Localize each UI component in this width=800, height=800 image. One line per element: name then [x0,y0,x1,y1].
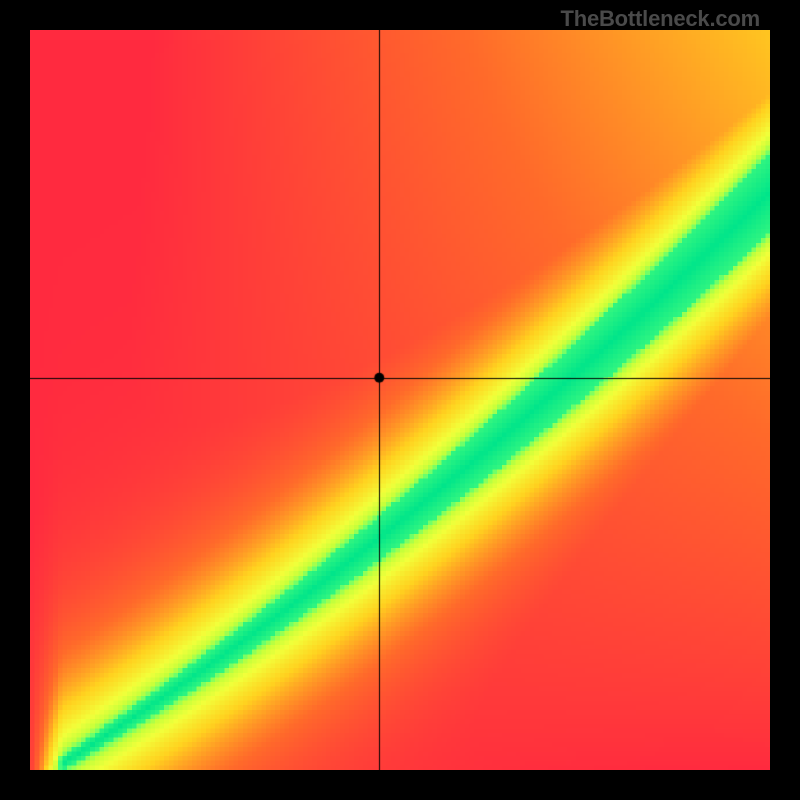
crosshair-overlay [30,30,770,770]
plot-area [30,30,770,770]
source-watermark: TheBottleneck.com [560,6,760,32]
chart-frame: TheBottleneck.com [0,0,800,800]
